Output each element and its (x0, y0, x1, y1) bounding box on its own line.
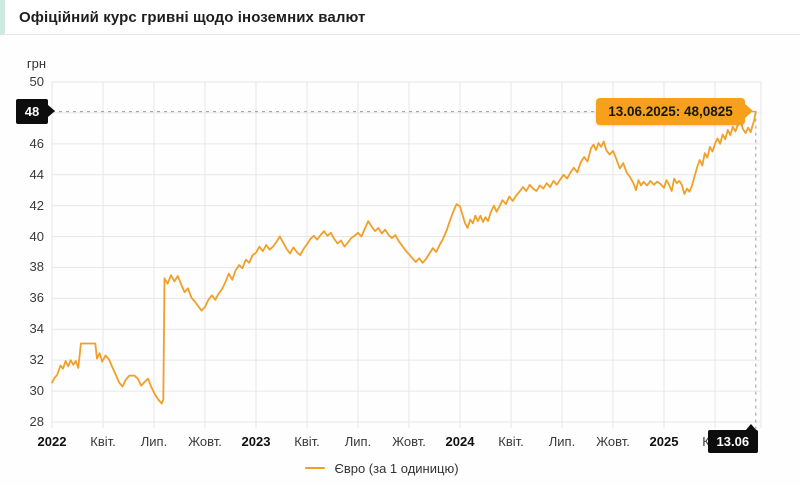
y-tick-label: 34 (29, 321, 44, 337)
x-tick-label: Жовт. (188, 434, 222, 449)
y-axis-marker-badge: 48 (16, 98, 55, 124)
y-tick-label: 44 (29, 166, 44, 182)
x-tick-label: Лип. (548, 434, 576, 449)
x-tick-label: Жовт. (596, 434, 630, 449)
series-line (51, 110, 757, 405)
y-tick-label: 46 (29, 135, 44, 151)
x-tick-label: Лип. (344, 434, 372, 449)
crosshair-tooltip: 13.06.2025: 48,0825 (596, 97, 753, 125)
x-tick-label: Квіт. (294, 434, 320, 449)
y-tick-label: 30 (29, 383, 44, 399)
y-axis-unit-label: грн (26, 56, 46, 71)
page-title: Офіційний курс гривні щодо іноземних вал… (19, 8, 366, 26)
x-tick-label: Лип. (140, 434, 168, 449)
y-tick-label: 40 (29, 228, 44, 244)
legend-line-icon (305, 466, 326, 470)
x-tick-label: 2025 (649, 434, 679, 449)
y-tick-label: 28 (29, 414, 44, 429)
y-tick-label: 32 (29, 352, 44, 368)
x-tick-label: 2022 (37, 434, 67, 449)
legend[interactable]: Євро (за 1 одиницю) (0, 457, 782, 479)
x-tick-label: Квіт. (90, 434, 116, 449)
legend-label: Євро (за 1 одиницю) (334, 460, 459, 476)
x-tick-label: 2024 (445, 434, 475, 449)
x-axis-marker-badge: 13.06 (707, 424, 758, 453)
y-tick-label: 36 (29, 290, 44, 306)
x-tick-label: Жовт. (392, 434, 426, 449)
y-tick-label: 38 (29, 259, 44, 275)
x-tick-label: 2023 (241, 434, 271, 449)
x-tick-label: Квіт. (498, 434, 524, 449)
card-header: Офіційний курс гривні щодо іноземних вал… (0, 0, 800, 35)
y-tick-label: 42 (29, 197, 44, 213)
y-tick-label: 50 (29, 74, 44, 89)
